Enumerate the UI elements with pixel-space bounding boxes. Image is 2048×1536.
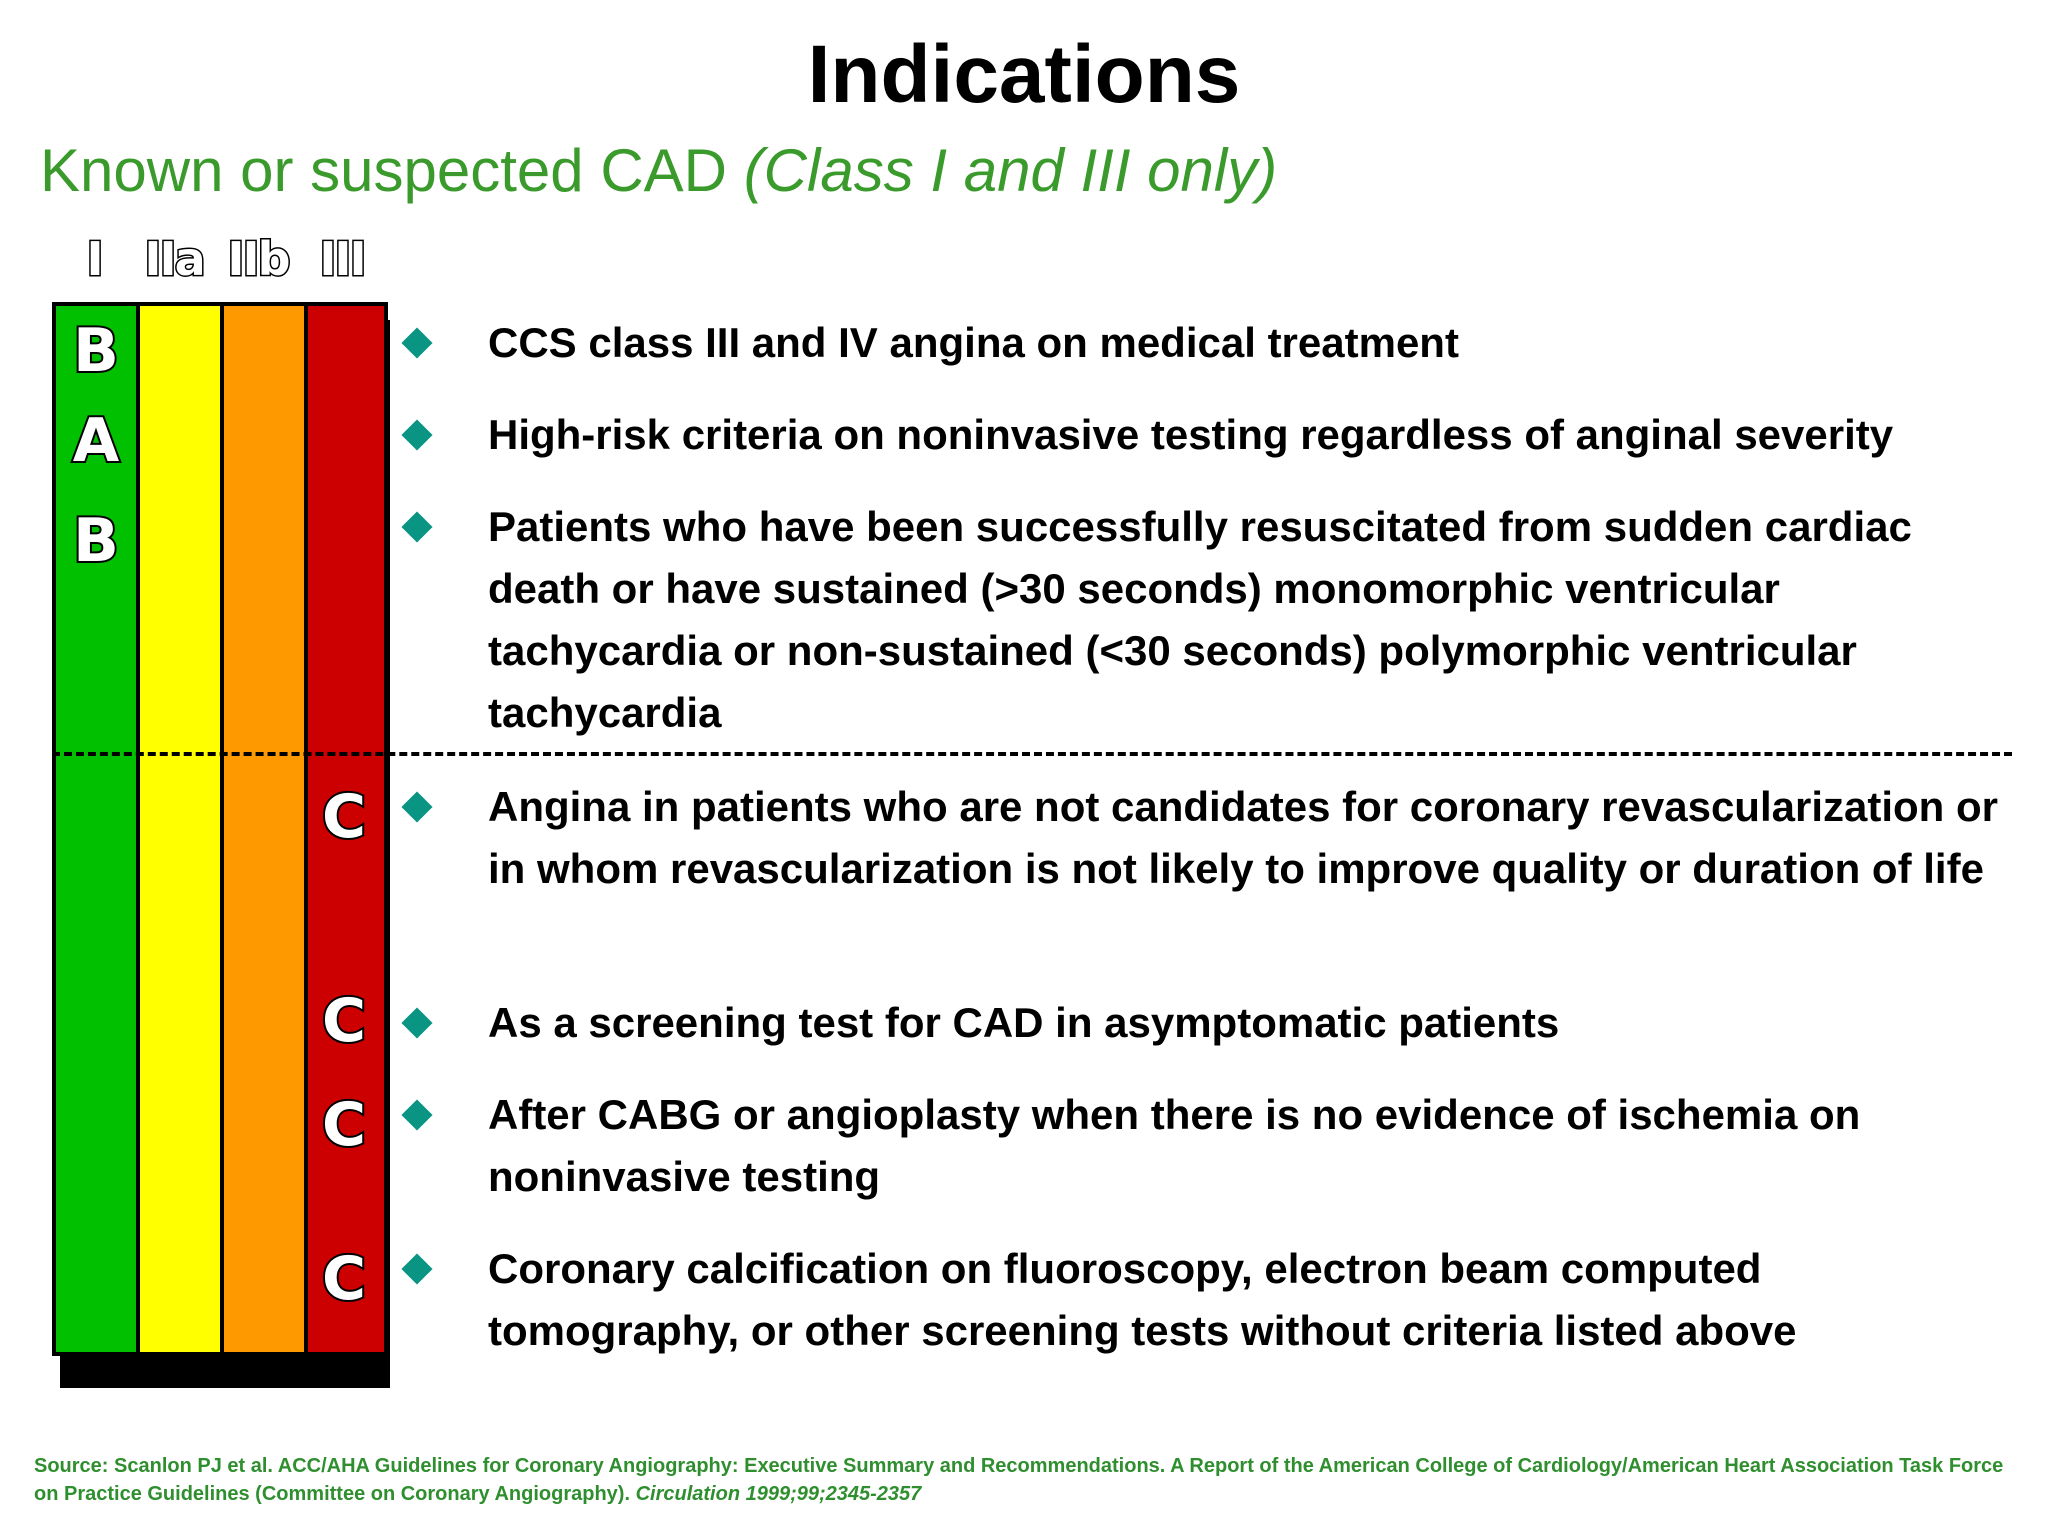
- list-item: After CABG or angioplasty when there is …: [488, 1091, 1861, 1200]
- bullet-diamond-icon: [401, 1099, 433, 1131]
- level-letter-i-2: A: [71, 404, 121, 478]
- list-item: As a screening test for CAD in asymptoma…: [488, 999, 1560, 1046]
- class-divider: [52, 752, 2012, 756]
- column-class-iii: [304, 302, 388, 1356]
- level-letter-iii-1: C: [320, 780, 368, 854]
- bullet-diamond-icon: [401, 419, 433, 451]
- page-title: Indications: [807, 29, 1241, 120]
- level-letter-iii-3: C: [320, 1088, 368, 1162]
- bullet-diamond-icon: [401, 511, 433, 543]
- list-item: High-risk criteria on noninvasive testin…: [488, 411, 1894, 458]
- bullet-diamond-icon: [401, 1007, 433, 1039]
- level-letter-i-1: B: [71, 314, 121, 388]
- subtitle-main: Known or suspected CAD: [40, 137, 728, 204]
- bullet-diamond-icon: [401, 1253, 433, 1285]
- list-item: Patients who have been successfully resu…: [488, 503, 1912, 736]
- source-journal: Circulation 1999;99;2345-2357: [635, 1483, 922, 1505]
- source-citation: Source: Scanlon PJ et al. ACC/AHA Guidel…: [34, 1452, 2024, 1508]
- source-text: Source: Scanlon PJ et al. ACC/AHA Guidel…: [34, 1455, 2004, 1505]
- column-class-iib: [220, 302, 308, 1356]
- column-class-iia: [136, 302, 224, 1356]
- class-header-iii: III: [318, 231, 368, 288]
- level-letter-iii-4: C: [320, 1242, 368, 1316]
- class-header-i: I: [85, 231, 105, 288]
- list-item: Coronary calcification on fluoroscopy, e…: [488, 1245, 1797, 1354]
- level-letter-i-3: B: [71, 504, 121, 578]
- subtitle-qualifier: (Class I and III only): [743, 137, 1278, 204]
- class-header-iia: IIa: [143, 231, 207, 288]
- list-item: CCS class III and IV angina on medical t…: [488, 319, 1459, 366]
- bullet-diamond-icon: [401, 327, 433, 359]
- class-header-iib: IIb: [226, 231, 292, 288]
- column-class-i: [52, 302, 140, 1356]
- list-item: Angina in patients who are not candidate…: [488, 783, 1998, 892]
- bullet-diamond-icon: [401, 791, 433, 823]
- subtitle: Known or suspected CAD (Class I and III …: [40, 138, 1277, 204]
- level-letter-iii-2: C: [320, 984, 368, 1058]
